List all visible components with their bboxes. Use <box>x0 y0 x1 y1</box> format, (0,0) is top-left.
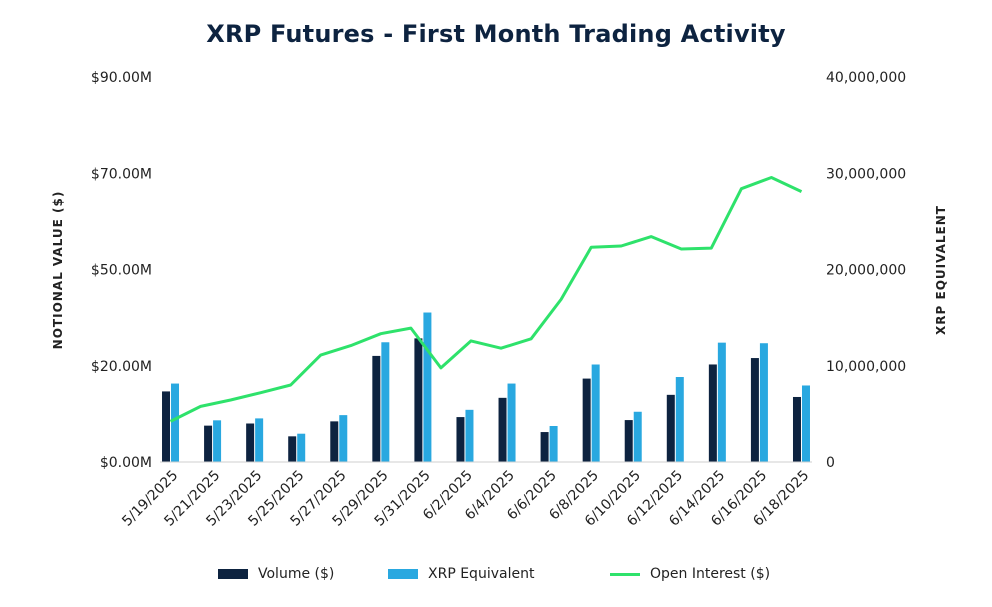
xrp-equivalent-bar <box>675 377 684 462</box>
volume-bar <box>498 397 507 462</box>
open-interest-line <box>169 176 803 423</box>
volume-bar <box>750 358 759 462</box>
y-axis-title: NOTIONAL VALUE ($) <box>51 191 65 350</box>
legend-label-volume: Volume ($) <box>258 566 335 582</box>
y2-tick-label: 40,000,000 <box>826 70 906 86</box>
volume-bar <box>414 338 423 462</box>
xrp-equivalent-bar <box>717 342 726 462</box>
volume-bar <box>330 421 339 462</box>
y2-axis-title: XRP EQUIVALENT <box>934 205 948 335</box>
xrp-equivalent-bar <box>423 312 432 462</box>
xrp-equivalent-bar <box>801 385 810 462</box>
y-tick-label: $50.00M <box>91 263 152 279</box>
volume-bar <box>708 364 717 462</box>
volume-bar <box>372 355 381 462</box>
chart-title: XRP Futures - First Month Trading Activi… <box>206 20 786 48</box>
y2-tick-label: 10,000,000 <box>826 359 906 375</box>
xrp-equivalent-bar <box>591 364 600 462</box>
legend-item-volume: Volume ($) <box>218 566 334 582</box>
volume-bar <box>456 417 465 462</box>
legend-label-xrp: XRP Equivalent <box>428 566 535 582</box>
y2-tick-label: 20,000,000 <box>826 263 906 279</box>
xrp-swatch <box>388 569 418 579</box>
xrp-equivalent-bar <box>465 409 474 462</box>
xrp-equivalent-bar <box>759 343 768 462</box>
volume-bar <box>792 396 801 462</box>
open-interest-swatch <box>610 572 640 576</box>
y-tick-label: $20.00M <box>91 359 152 375</box>
legend-item-xrp: XRP Equivalent <box>388 566 534 582</box>
y-tick-label: $0.00M <box>100 455 152 471</box>
y-tick-label: $70.00M <box>91 166 152 182</box>
volume-bar <box>540 432 549 462</box>
volume-bar <box>582 378 591 462</box>
volume-bar <box>624 420 633 462</box>
xrp-equivalent-bar <box>339 415 348 462</box>
xrp-equivalent-bar <box>297 433 306 462</box>
xrp-equivalent-bar <box>507 383 516 462</box>
xrp-equivalent-bar <box>633 411 642 462</box>
xrp-equivalent-bar <box>213 420 222 462</box>
legend-item-open-interest: Open Interest ($) <box>610 566 770 582</box>
volume-bar <box>246 423 255 462</box>
y2-tick-label: 30,000,000 <box>826 166 906 182</box>
xrp-equivalent-bar <box>381 342 390 462</box>
xrp-equivalent-bar <box>255 418 264 462</box>
xrp-equivalent-bar <box>549 426 558 462</box>
volume-bar <box>162 391 171 462</box>
y-tick-label: $90.00M <box>91 70 152 86</box>
y2-tick-label: 0 <box>826 455 835 471</box>
volume-bar <box>666 394 675 462</box>
volume-bar <box>204 425 213 462</box>
volume-swatch <box>218 569 248 579</box>
chart-legend: Volume ($) XRP Equivalent Open Interest … <box>0 566 992 586</box>
volume-bar <box>288 436 297 462</box>
xrp-equivalent-bar <box>171 383 180 462</box>
legend-label-open-interest: Open Interest ($) <box>650 566 771 582</box>
